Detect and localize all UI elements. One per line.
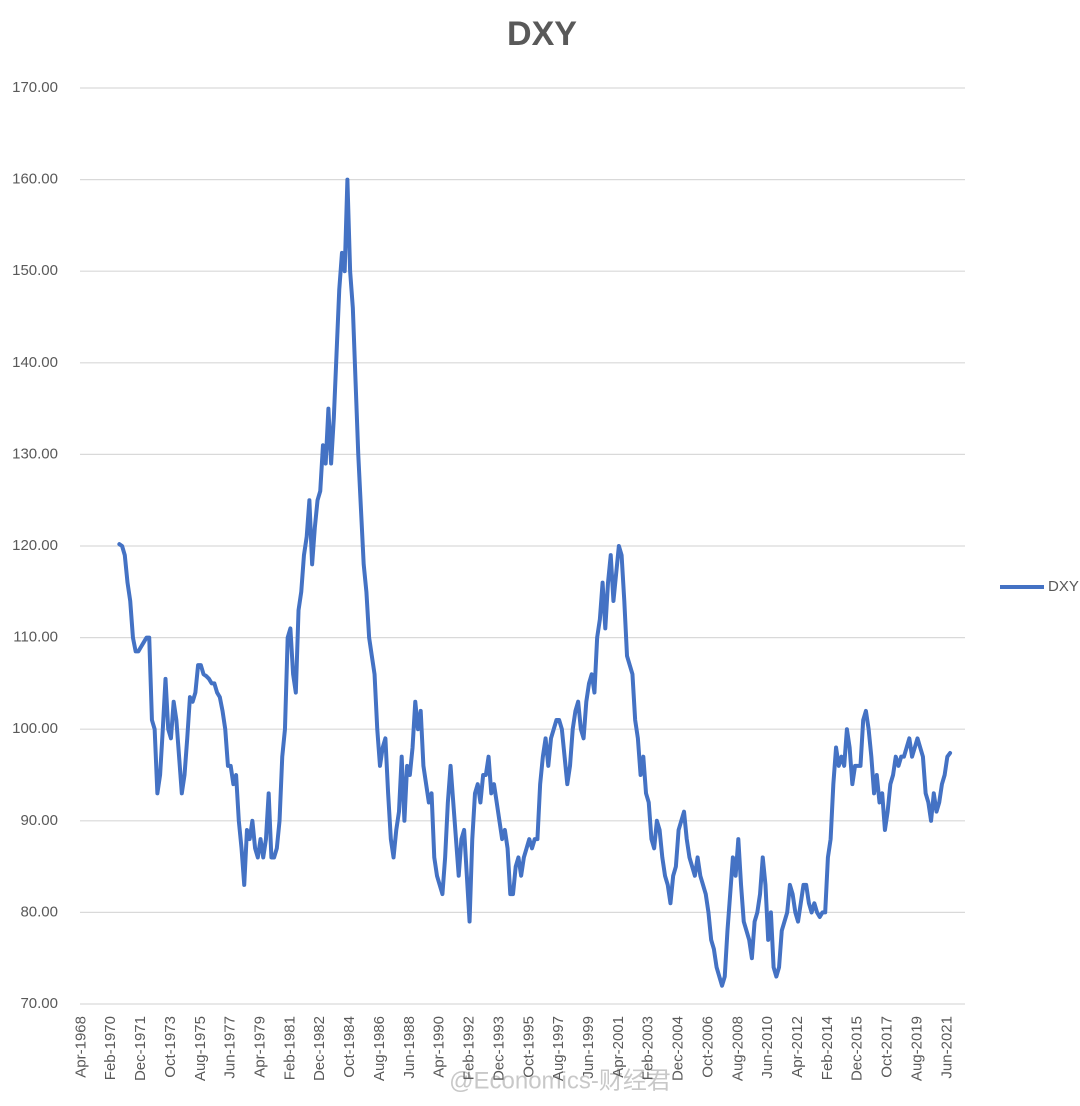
x-tick-label: Dec-1993 bbox=[490, 1016, 507, 1081]
y-tick-label: 80.00 bbox=[20, 903, 58, 920]
x-tick-label: Aug-2019 bbox=[908, 1016, 925, 1081]
y-tick-label: 170.00 bbox=[12, 79, 58, 96]
data-line bbox=[117, 177, 953, 988]
x-tick-label: Aug-2008 bbox=[729, 1016, 746, 1081]
x-tick-label: Oct-2017 bbox=[879, 1016, 896, 1078]
x-tick-label: Dec-1982 bbox=[311, 1016, 328, 1081]
y-tick-label: 100.00 bbox=[12, 720, 58, 737]
y-tick-label: 110.00 bbox=[13, 629, 58, 646]
y-tick-label: 120.00 bbox=[12, 537, 58, 554]
y-tick-label: 160.00 bbox=[12, 171, 58, 188]
x-tick-label: Oct-1973 bbox=[162, 1016, 179, 1078]
x-tick-label: Jun-2010 bbox=[759, 1016, 776, 1079]
x-tick-label: Dec-2015 bbox=[849, 1016, 866, 1081]
x-tick-label: Dec-1971 bbox=[132, 1016, 149, 1081]
y-tick-label: 70.00 bbox=[20, 995, 58, 1012]
x-tick-label: Feb-2003 bbox=[640, 1016, 657, 1080]
x-tick-label: Oct-1995 bbox=[520, 1016, 537, 1078]
y-tick-label: 130.00 bbox=[12, 445, 58, 462]
x-tick-label: Jun-1988 bbox=[401, 1016, 418, 1079]
watermark: @Economics-财经君 bbox=[449, 1067, 671, 1094]
x-tick-label: Apr-1990 bbox=[431, 1016, 448, 1078]
x-tick-label: Oct-2006 bbox=[699, 1016, 716, 1078]
x-tick-label: Oct-1984 bbox=[341, 1016, 358, 1078]
x-tick-label: Apr-2001 bbox=[610, 1016, 627, 1078]
x-tick-label: Apr-1979 bbox=[251, 1016, 268, 1078]
y-tick-label: 140.00 bbox=[12, 354, 58, 371]
x-tick-label: Feb-1970 bbox=[102, 1016, 119, 1080]
x-tick-label: Aug-1975 bbox=[192, 1016, 209, 1081]
y-tick-label: 150.00 bbox=[12, 262, 58, 279]
y-tick-label: 90.00 bbox=[20, 812, 58, 829]
x-tick-label: Aug-1997 bbox=[550, 1016, 567, 1081]
x-tick-label: Apr-2012 bbox=[789, 1016, 806, 1078]
x-tick-label: Aug-1986 bbox=[371, 1016, 388, 1081]
x-tick-label: Dec-2004 bbox=[670, 1016, 687, 1081]
x-tick-label: Feb-1981 bbox=[281, 1016, 298, 1080]
x-tick-label: Jun-1999 bbox=[580, 1016, 597, 1079]
x-tick-label: Apr-1968 bbox=[72, 1016, 89, 1078]
x-tick-label: Feb-2014 bbox=[819, 1016, 836, 1080]
x-tick-label: Feb-1992 bbox=[461, 1016, 478, 1080]
x-tick-label: Jun-1977 bbox=[222, 1016, 239, 1079]
legend-label: DXY bbox=[1048, 578, 1079, 595]
x-tick-label: Jun-2021 bbox=[938, 1016, 955, 1079]
chart-title: DXY bbox=[507, 15, 577, 53]
